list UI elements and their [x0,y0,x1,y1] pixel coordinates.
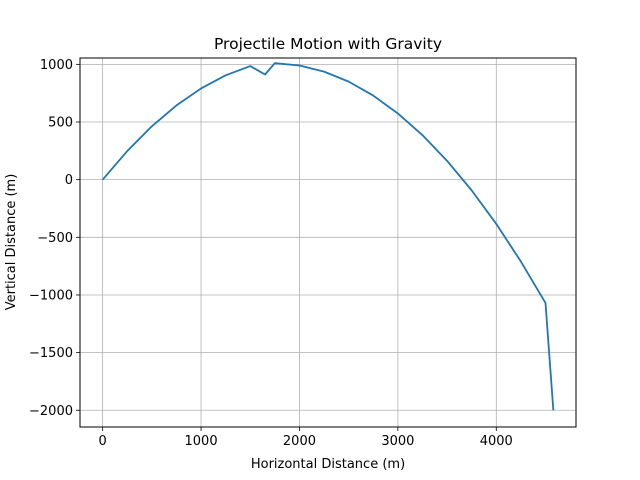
x-tick-label: 1000 [185,434,218,449]
y-axis-label: Vertical Distance (m) [4,174,19,311]
y-tick-label: 0 [65,173,73,188]
x-tick-label: 3000 [381,434,414,449]
y-tick-label: −1000 [29,288,73,303]
y-tick-label: −500 [37,231,73,246]
x-tick-label: 2000 [283,434,316,449]
y-tick-label: 1000 [40,58,73,73]
plot-frame [79,57,577,428]
grid [80,58,576,427]
x-axis-ticks: 0 1000 2000 3000 4000 [98,427,513,449]
y-tick-label: −2000 [29,404,73,419]
y-axis-ticks: −2000 −1500 −1000 −500 0 500 1000 [29,58,80,419]
x-tick-label: 4000 [480,434,513,449]
series-layer [101,62,555,411]
y-tick-label: −1500 [29,346,73,361]
series-line [101,62,555,411]
chart-title: Projectile Motion with Gravity [214,35,442,53]
x-axis-label: Horizontal Distance (m) [251,457,405,472]
y-tick-label: 500 [48,115,73,130]
x-tick-label: 0 [98,434,106,449]
